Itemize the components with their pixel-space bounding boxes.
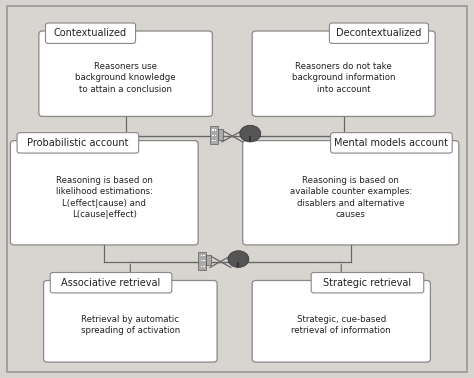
Text: Strategic retrieval: Strategic retrieval — [323, 278, 411, 288]
FancyBboxPatch shape — [46, 23, 136, 43]
Bar — [201, 265, 202, 267]
Bar — [336, 140, 447, 145]
Bar — [55, 280, 166, 285]
FancyBboxPatch shape — [10, 141, 198, 245]
FancyBboxPatch shape — [311, 273, 424, 293]
Text: Decontextualized: Decontextualized — [336, 28, 422, 38]
Text: Associative retrieval: Associative retrieval — [62, 278, 161, 288]
Bar — [215, 140, 217, 141]
FancyBboxPatch shape — [50, 273, 172, 293]
Bar — [317, 280, 419, 285]
Bar — [206, 254, 211, 265]
FancyBboxPatch shape — [252, 280, 430, 362]
Bar — [201, 255, 202, 256]
Text: Mental models account: Mental models account — [334, 138, 448, 148]
Bar — [210, 127, 218, 144]
Bar — [51, 31, 130, 35]
Text: Reasoners use
background knowledge
to attain a conclusion: Reasoners use background knowledge to at… — [75, 62, 176, 94]
Text: Reasoning is based on
likelihood estimations:
L(effect|cause) and
L(cause|effect: Reasoning is based on likelihood estimat… — [56, 176, 153, 219]
Bar — [22, 140, 133, 145]
Text: Reasoners do not take
background information
into account: Reasoners do not take background informa… — [292, 62, 395, 94]
Bar — [201, 260, 202, 262]
Text: Reasoning is based on
available counter examples:
disablers and alternative
caus: Reasoning is based on available counter … — [290, 176, 412, 219]
Circle shape — [240, 125, 261, 142]
Bar — [199, 252, 206, 270]
FancyBboxPatch shape — [44, 280, 217, 362]
FancyBboxPatch shape — [252, 31, 435, 116]
Bar — [335, 31, 423, 35]
Bar — [203, 260, 205, 262]
Bar — [237, 262, 239, 268]
Bar — [215, 135, 217, 136]
FancyBboxPatch shape — [243, 141, 459, 245]
Bar — [218, 129, 223, 140]
Text: Contextualized: Contextualized — [54, 28, 127, 38]
Bar — [249, 136, 251, 142]
Text: Probabilistic account: Probabilistic account — [27, 138, 128, 148]
Text: Retrieval by automatic
spreading of activation: Retrieval by automatic spreading of acti… — [81, 315, 180, 335]
Bar — [212, 129, 214, 131]
FancyBboxPatch shape — [329, 23, 428, 43]
FancyBboxPatch shape — [39, 31, 212, 116]
FancyBboxPatch shape — [331, 133, 452, 153]
Bar — [203, 255, 205, 256]
Circle shape — [228, 251, 249, 268]
Text: Strategic, cue-based
retrieval of information: Strategic, cue-based retrieval of inform… — [292, 315, 391, 335]
Bar — [203, 265, 205, 267]
Bar — [212, 140, 214, 141]
Bar — [212, 135, 214, 136]
Bar — [215, 129, 217, 131]
FancyBboxPatch shape — [17, 133, 138, 153]
